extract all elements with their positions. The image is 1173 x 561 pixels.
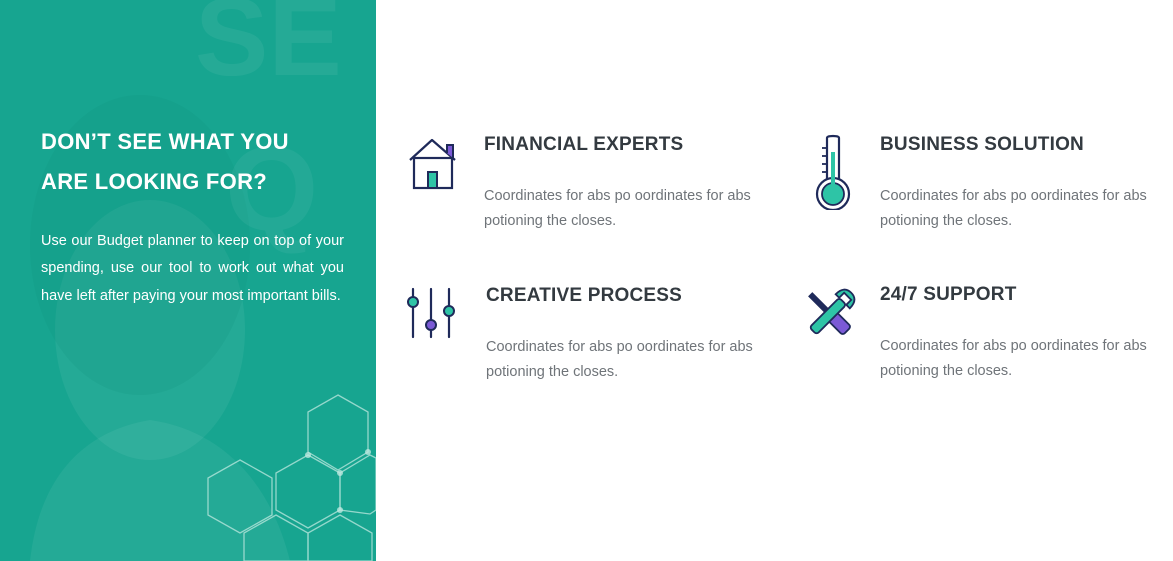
feature-description: Coordinates for abs po oordinates for ab… <box>486 339 753 380</box>
promo-title: DON’T SEE WHAT YOU ARE LOOKING FOR? <box>41 129 289 194</box>
background-photo: SE Q <box>30 0 376 561</box>
feature-title: 24/7 SUPPORT <box>880 284 1017 305</box>
promo-panel: SE Q DON’T SEE WHAT YOU ARE LOOKING FOR?… <box>0 0 376 561</box>
house-icon <box>409 138 456 190</box>
feature-title: BUSINESS SOLUTION <box>880 134 1084 155</box>
svg-text:SE: SE <box>195 0 342 99</box>
sliders-icon <box>407 287 455 339</box>
feature-description: Coordinates for abs po oordinates for ab… <box>880 188 1147 229</box>
tools-icon <box>808 288 856 335</box>
feature-title: FINANCIAL EXPERTS <box>484 134 684 155</box>
feature-title: CREATIVE PROCESS <box>486 285 683 306</box>
promo-description: Use our Budget planner to keep on top of… <box>41 233 344 304</box>
feature-description: Coordinates for abs po oordinates for ab… <box>484 188 751 229</box>
svg-text:Q: Q <box>225 122 318 256</box>
hexagon-decoration <box>207 394 376 561</box>
feature-description: Coordinates for abs po oordinates for ab… <box>880 338 1147 379</box>
thermometer-icon <box>815 134 851 210</box>
